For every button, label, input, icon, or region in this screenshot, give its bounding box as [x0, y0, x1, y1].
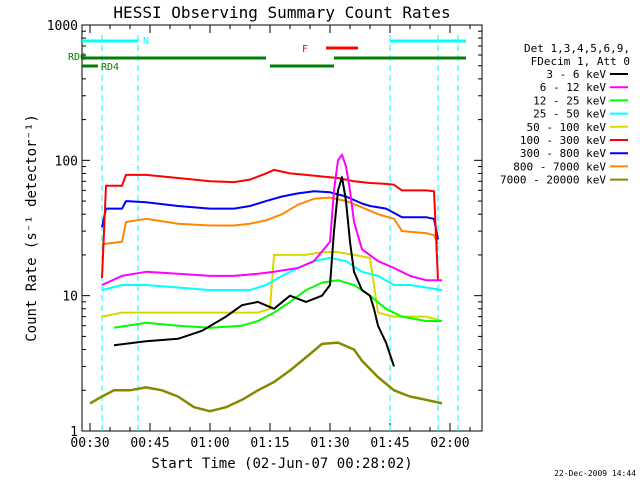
series-line [101, 168, 439, 281]
series-line [113, 176, 395, 367]
legend-entry-label: 50 - 100 keV [527, 121, 607, 134]
legend-entry-label: 25 - 50 keV [533, 108, 606, 121]
plot-frame [81, 24, 483, 432]
footer-timestamp: 22-Dec-2009 14:44 [554, 469, 636, 478]
legend-entry-label: 800 - 7000 keV [513, 160, 606, 173]
series-lines [89, 153, 443, 413]
y-tick-label: 100 [55, 154, 78, 169]
series-line [113, 279, 442, 329]
observing-annotations: N F RD0 RD4 [68, 35, 466, 431]
legend-entry-label: 12 - 25 keV [533, 94, 606, 107]
axis-ticks: 00:30 00:45 01:00 01:15 01:30 01:45 02:00 1 10 10… [47, 19, 482, 451]
x-tick-label: 01:15 [250, 436, 289, 451]
rd0-label: RD0 [68, 52, 86, 63]
x-tick-label: 01:30 [310, 436, 349, 451]
series-line [101, 196, 439, 246]
legend-entry-label: 6 - 12 keV [540, 81, 607, 94]
flare-label: F [302, 44, 308, 55]
legend-header-line: Det 1,3,4,5,6,9, [524, 42, 630, 55]
x-tick-label: 01:00 [190, 436, 229, 451]
series-line [101, 251, 443, 322]
night-label: N [143, 36, 149, 47]
legend-entry-label: 100 - 300 keV [520, 134, 606, 147]
x-axis-label: Start Time (02-Jun-07 00:28:02) [151, 456, 412, 472]
y-tick-label: 1 [70, 425, 78, 440]
legend-entry-label: 7000 - 20000 keV [500, 174, 606, 187]
series-line [89, 341, 443, 413]
y-tick-label: 1000 [47, 19, 78, 34]
x-tick-label: 00:45 [130, 436, 169, 451]
legend-entry-label: 300 - 800 keV [520, 147, 606, 160]
y-tick-label: 10 [62, 290, 78, 305]
x-tick-label: 00:30 [70, 436, 109, 451]
legend: Det 1,3,4,5,6,9,FDecim 1, Att 03 - 6 keV… [500, 42, 630, 187]
series-line [101, 153, 442, 286]
rd4-label: RD4 [101, 62, 119, 73]
chart-title: HESSI Observing Summary Count Rates [113, 3, 450, 22]
series-line [101, 190, 439, 240]
x-tick-label: 02:00 [430, 436, 469, 451]
legend-entry-label: 3 - 6 keV [546, 68, 606, 81]
y-axis-label: Count Rate (s⁻¹ detector⁻¹) [24, 114, 40, 342]
legend-header-line: FDecim 1, Att 0 [531, 55, 630, 68]
x-tick-label: 01:45 [370, 436, 409, 451]
